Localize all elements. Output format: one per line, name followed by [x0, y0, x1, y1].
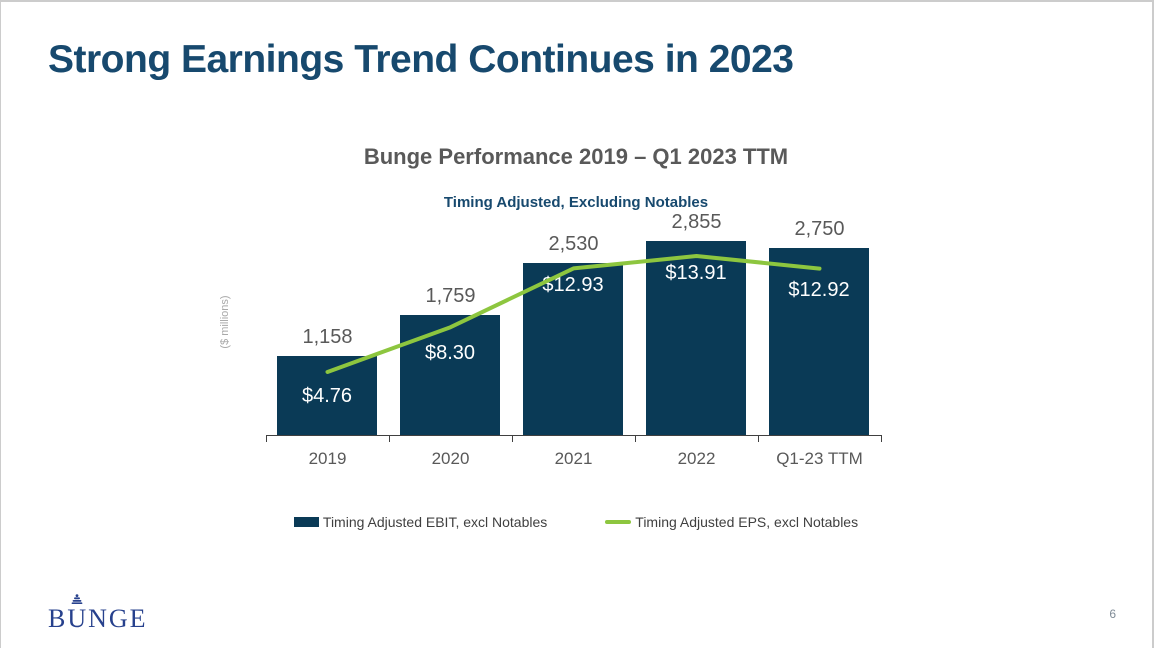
logo-text: BUNGE: [48, 604, 148, 633]
x-axis-tick: [758, 435, 759, 442]
legend-item-ebit: Timing Adjusted EBIT, excl Notables: [293, 514, 548, 530]
ebit-bar-swatch-icon: [293, 517, 319, 527]
ebit-value-label: 2,855: [671, 211, 722, 233]
bar-chart-plot-area: 1,158 $4.76 1,759 $8.30 2,530 $12.93 2,855 $13.…: [266, 211, 881, 435]
ebit-bar: $12.92: [769, 248, 869, 435]
bunge-logo: BUNGE: [48, 594, 148, 634]
x-axis-label: 2021: [554, 449, 593, 468]
ebit-value-label: 1,158: [302, 326, 353, 348]
x-axis-label: 2019: [308, 449, 347, 468]
bunge-sheaf-icon: [71, 594, 83, 604]
chart-subtitle: Timing Adjusted, Excluding Notables: [443, 194, 709, 211]
x-axis-tick: [881, 435, 882, 442]
x-axis-line: [266, 435, 882, 436]
legend-label-eps: Timing Adjusted EPS, excl Notables: [635, 514, 859, 530]
x-axis-tick: [512, 435, 513, 442]
ebit-bar: $8.30: [400, 315, 500, 435]
ebit-value-label: 1,759: [425, 285, 476, 307]
x-axis-label: 2022: [677, 449, 716, 468]
eps-value-label: $4.76: [301, 385, 353, 407]
y-axis-label: ($ millions): [219, 295, 231, 349]
x-axis-labels: 2019 2020 2021 2022 Q1-23 TTM: [266, 449, 881, 473]
ebit-value-label: 2,750: [794, 218, 845, 240]
eps-line-swatch-icon: [605, 520, 632, 524]
chart-legend: Timing Adjusted EBIT, excl Notables Timi…: [1, 514, 1151, 530]
legend-item-eps: Timing Adjusted EPS, excl Notables: [605, 514, 858, 530]
ebit-value-label: 2,530: [548, 233, 599, 255]
legend-label-ebit: Timing Adjusted EBIT, excl Notables: [322, 514, 548, 530]
x-axis-tick: [266, 435, 267, 442]
x-axis-label: Q1-23 TTM: [776, 449, 863, 468]
x-axis-label: 2020: [431, 449, 470, 468]
eps-value-label: $12.93: [542, 274, 604, 296]
bar-slot: 2,855 $13.91: [635, 211, 758, 435]
eps-value-label: $8.30: [424, 342, 476, 364]
x-axis-tick: [635, 435, 636, 442]
eps-value-label: $12.92: [788, 279, 850, 301]
bar-slot: 2,750 $12.92: [758, 217, 881, 435]
x-axis-tick: [389, 435, 390, 442]
ebit-bar: $4.76: [277, 356, 377, 435]
bar-slot: 1,158 $4.76: [266, 217, 389, 435]
chart-title: Bunge Performance 2019 – Q1 2023 TTM: [363, 144, 789, 169]
page-number: 6: [1109, 607, 1116, 621]
slide-title: Strong Earnings Trend Continues in 2023: [48, 38, 794, 81]
bar-slot: 1,759 $8.30: [389, 217, 512, 435]
eps-value-label: $13.91: [665, 262, 727, 284]
ebit-bar: $12.93: [523, 263, 623, 435]
ebit-bar: $13.91: [646, 241, 746, 435]
bar-slot: 2,530 $12.93: [512, 217, 635, 435]
